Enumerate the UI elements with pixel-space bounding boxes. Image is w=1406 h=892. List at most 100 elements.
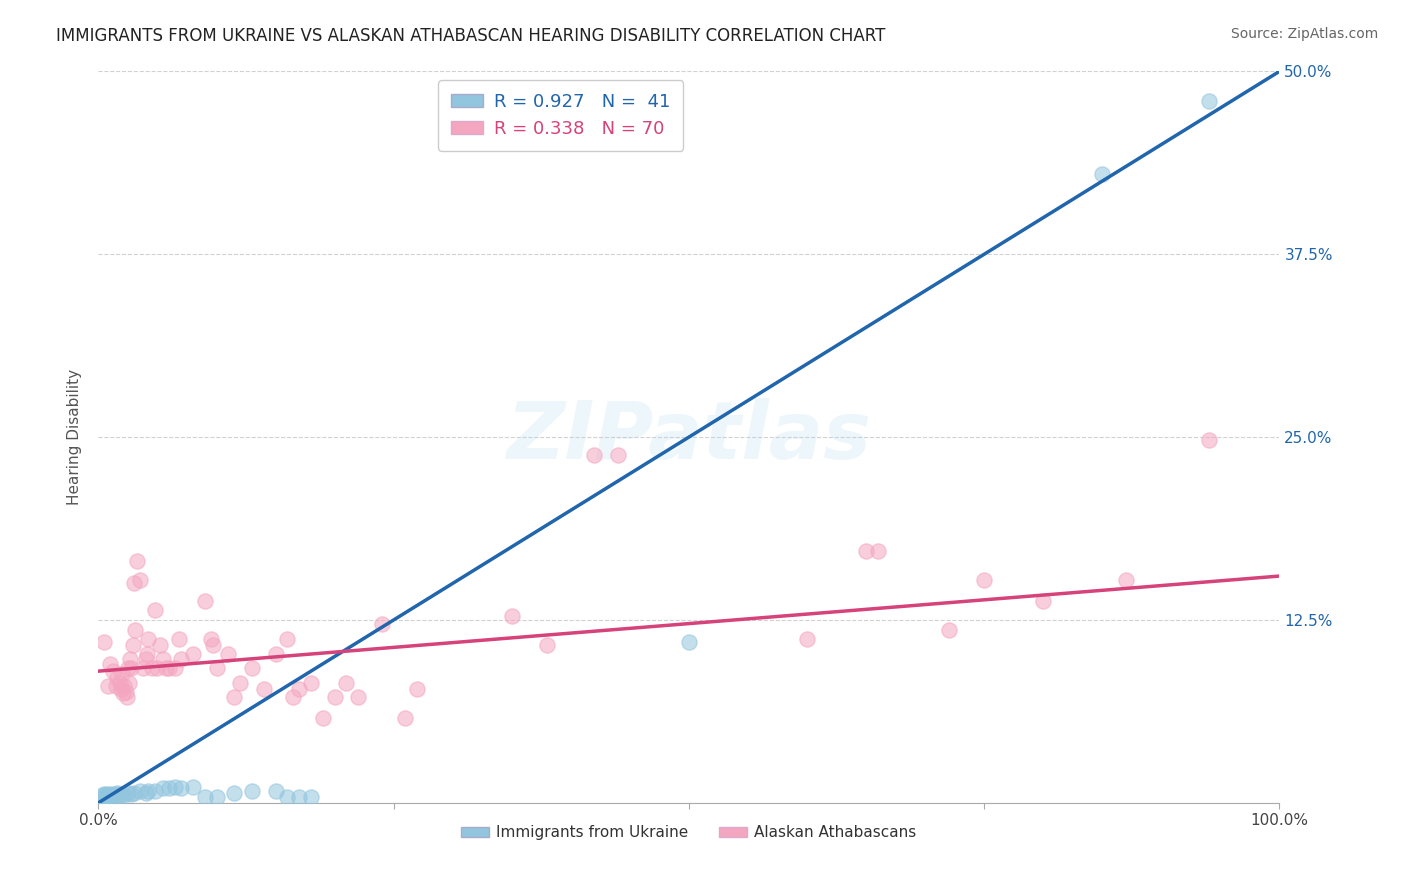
Point (217, 647, 239, 661)
Point (288, 681, 311, 696)
Point (394, 711, 416, 725)
Point (152, 652, 174, 666)
Point (224, 786, 246, 800)
Point (112, 679, 135, 693)
Point (114, 684, 136, 698)
Point (91, 791, 114, 805)
Point (115, 690, 138, 705)
Point (117, 786, 139, 800)
Point (1198, 94, 1220, 108)
Point (312, 711, 335, 725)
Point (91, 789, 114, 803)
Point (583, 448, 606, 462)
Point (288, 789, 311, 804)
Point (181, 780, 204, 794)
Point (253, 681, 276, 696)
Point (105, 786, 128, 800)
Point (96, 789, 118, 804)
Point (122, 576, 145, 591)
Point (264, 784, 287, 798)
Point (170, 781, 193, 796)
Point (240, 784, 263, 798)
Point (264, 647, 287, 661)
Point (796, 632, 818, 646)
Point (170, 652, 193, 666)
Point (105, 672, 128, 686)
Point (323, 690, 346, 705)
Point (165, 780, 187, 794)
Point (181, 647, 204, 661)
Point (152, 781, 174, 796)
Point (406, 681, 429, 696)
Point (299, 789, 322, 804)
Point (124, 623, 146, 637)
Point (143, 603, 166, 617)
Point (120, 652, 142, 666)
Point (101, 664, 124, 678)
Point (973, 574, 995, 588)
Point (165, 661, 187, 675)
Point (371, 617, 394, 632)
Point (135, 647, 157, 661)
Point (157, 781, 180, 796)
Point (866, 544, 889, 558)
Point (678, 635, 700, 649)
Point (94, 791, 117, 805)
Point (855, 544, 877, 558)
Point (101, 789, 124, 803)
Point (146, 661, 169, 675)
Point (117, 661, 139, 675)
Point (121, 661, 143, 675)
Point (155, 661, 177, 675)
Point (128, 574, 150, 588)
Point (149, 638, 172, 652)
Point (118, 676, 141, 690)
Text: Source: ZipAtlas.com: Source: ZipAtlas.com (1230, 27, 1378, 41)
Point (135, 786, 157, 800)
Point (97, 679, 120, 693)
Point (105, 787, 128, 801)
Point (299, 676, 322, 690)
Point (98, 789, 121, 803)
Point (194, 789, 217, 804)
Point (1198, 433, 1220, 447)
Point (201, 638, 224, 652)
Point (1091, 167, 1114, 181)
Point (127, 554, 149, 568)
Point (229, 676, 252, 690)
Point (96, 787, 118, 801)
Point (167, 632, 190, 646)
Point (1115, 574, 1137, 588)
Point (112, 789, 135, 803)
Legend: Immigrants from Ukraine, Alaskan Athabascans: Immigrants from Ukraine, Alaskan Athabas… (456, 819, 922, 847)
Y-axis label: Hearing Disability: Hearing Disability (66, 369, 82, 505)
Point (132, 661, 155, 675)
Text: ZIPatlas: ZIPatlas (506, 398, 872, 476)
Point (136, 784, 159, 798)
Point (194, 594, 217, 608)
Point (536, 638, 558, 652)
Point (121, 787, 143, 801)
Point (938, 623, 960, 637)
Point (93, 635, 115, 649)
Point (607, 448, 630, 462)
Point (1032, 594, 1054, 608)
Point (224, 690, 246, 705)
Point (283, 690, 305, 705)
Point (205, 661, 228, 675)
Point (501, 608, 523, 623)
Point (100, 787, 122, 801)
Point (105, 679, 128, 693)
Point (141, 661, 163, 675)
Point (111, 787, 134, 801)
Point (240, 661, 263, 675)
Point (122, 786, 145, 800)
Point (108, 789, 131, 803)
Text: IMMIGRANTS FROM UKRAINE VS ALASKAN ATHABASCAN HEARING DISABILITY CORRELATION CHA: IMMIGRANTS FROM UKRAINE VS ALASKAN ATHAB… (56, 27, 886, 45)
Point (347, 690, 370, 705)
Point (93, 787, 115, 801)
Point (200, 632, 222, 646)
Point (112, 686, 135, 700)
Point (276, 632, 298, 646)
Point (335, 676, 357, 690)
